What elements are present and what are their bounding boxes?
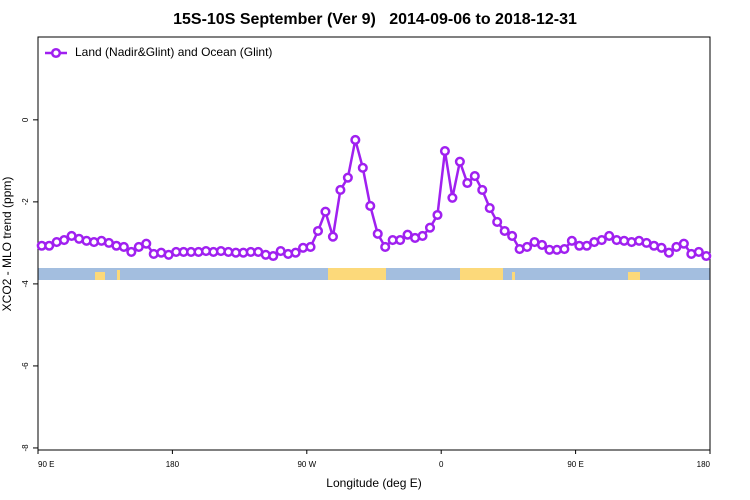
data-point xyxy=(663,247,674,258)
land-band xyxy=(512,272,515,280)
data-point xyxy=(350,134,361,145)
data-point xyxy=(439,145,450,157)
data-point xyxy=(499,225,510,237)
x-tick-label: 180 xyxy=(697,460,711,469)
x-tick-label: 90 E xyxy=(38,460,54,469)
land-ocean-strip xyxy=(38,268,710,280)
land-band xyxy=(95,272,105,280)
data-point xyxy=(604,230,615,241)
data-point xyxy=(469,170,480,182)
x-tick-label: 90 E xyxy=(567,460,583,469)
y-tick-label: -8 xyxy=(21,444,30,452)
data-point xyxy=(581,240,592,251)
data-point xyxy=(484,202,495,214)
legend-label: Land (Nadir&Glint) and Ocean (Glint) xyxy=(75,45,272,59)
x-axis-label: Longitude (deg E) xyxy=(326,476,421,490)
data-point xyxy=(305,241,316,253)
data-point xyxy=(454,156,465,167)
x-tick-label: 0 xyxy=(439,460,444,469)
data-point xyxy=(507,230,518,241)
data-point xyxy=(566,235,577,246)
data-point xyxy=(701,250,712,262)
data-point xyxy=(126,246,137,257)
data-point xyxy=(596,234,607,246)
data-point xyxy=(447,192,458,203)
data-point xyxy=(559,243,570,255)
y-tick-label: -2 xyxy=(21,198,30,206)
x-tick-label: 180 xyxy=(166,460,180,469)
data-point xyxy=(395,234,406,246)
data-point xyxy=(44,240,55,251)
land-band xyxy=(628,272,640,280)
legend-marker xyxy=(50,47,62,59)
data-point xyxy=(432,209,443,221)
data-point xyxy=(492,216,503,228)
chart-title: 15S-10S September (Ver 9) 2014-09-06 to … xyxy=(173,11,577,28)
y-tick-label: -6 xyxy=(21,362,30,370)
data-point xyxy=(320,206,331,217)
data-point xyxy=(462,177,473,189)
y-tick-label: 0 xyxy=(21,117,30,122)
data-point xyxy=(365,200,376,212)
data-point xyxy=(268,250,279,262)
y-tick-label: -4 xyxy=(21,280,30,288)
x-tick-label: 90 W xyxy=(297,460,316,469)
data-point xyxy=(335,184,346,196)
data-point xyxy=(118,241,129,253)
land-band xyxy=(328,268,386,280)
data-point xyxy=(342,172,353,183)
data-point xyxy=(372,228,383,239)
data-point xyxy=(357,162,368,173)
data-point xyxy=(522,241,533,253)
data-point xyxy=(477,184,488,196)
data-point xyxy=(290,247,301,258)
land-band xyxy=(117,270,120,280)
y-axis-label: XCO2 - MLO trend (ppm) xyxy=(0,177,14,312)
data-point xyxy=(656,242,667,253)
data-point xyxy=(312,225,324,237)
data-point xyxy=(417,230,428,241)
data-point xyxy=(327,231,338,242)
data-point xyxy=(424,222,436,233)
data-point xyxy=(678,238,689,249)
land-band xyxy=(460,268,503,280)
data-point xyxy=(59,234,70,246)
data-point xyxy=(141,238,152,249)
data-point xyxy=(536,239,548,250)
data-point xyxy=(380,241,391,253)
data-point xyxy=(693,246,704,257)
